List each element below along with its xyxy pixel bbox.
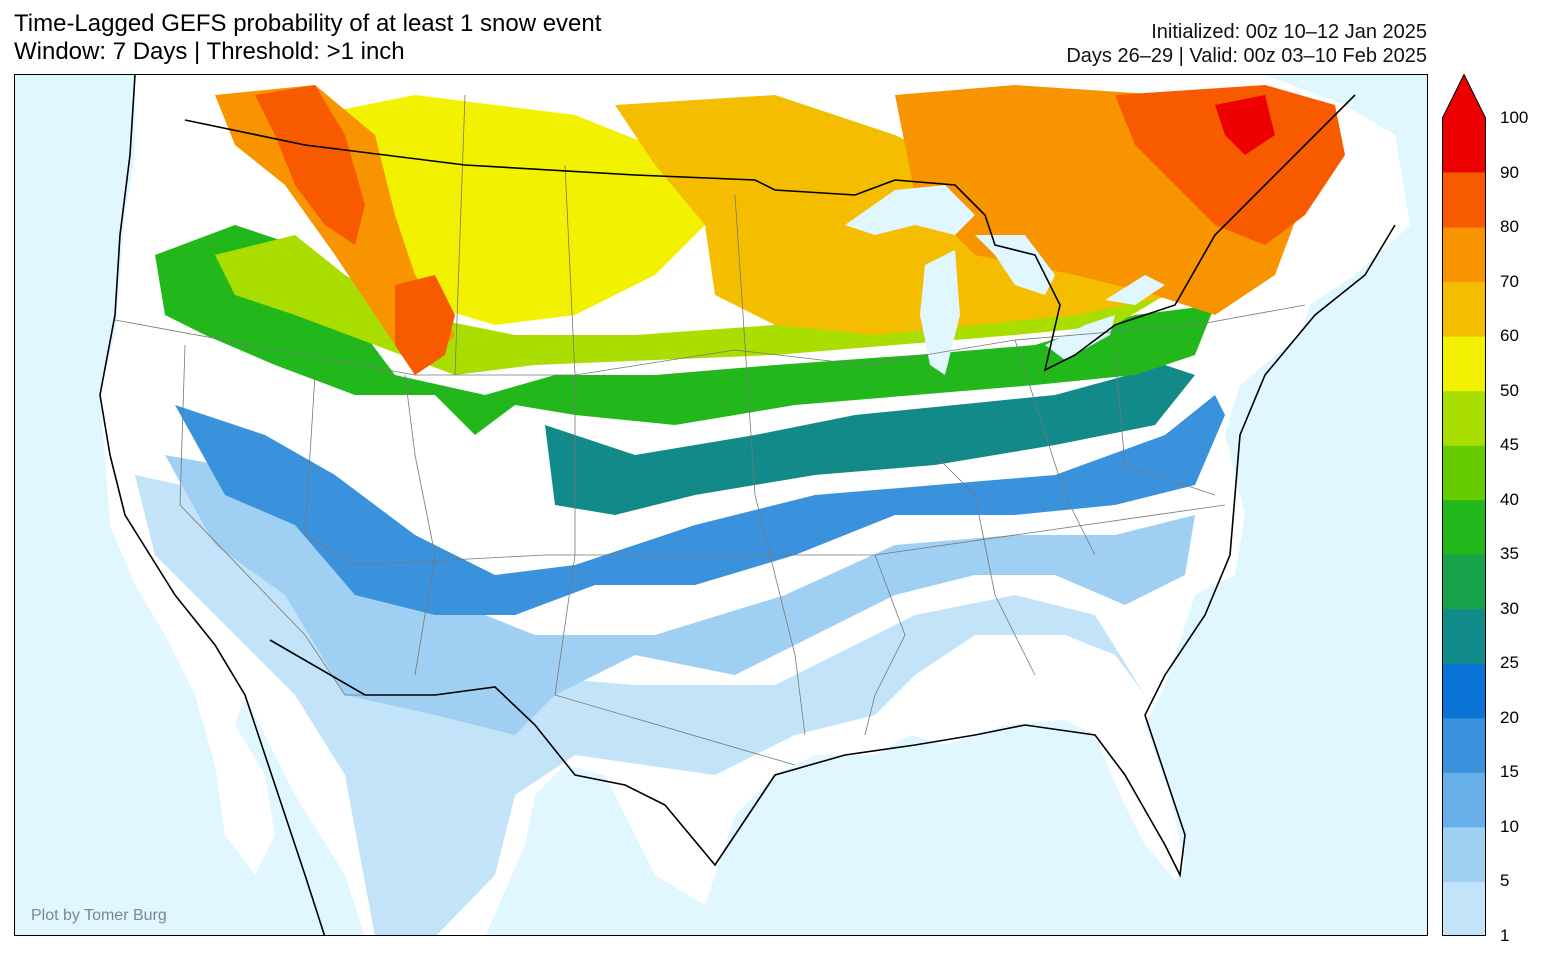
colorbar-segment <box>1442 281 1486 337</box>
colorbar-extend-arrow <box>1442 74 1486 173</box>
colorbar-tick-label: 35 <box>1500 544 1519 564</box>
plot-credit: Plot by Tomer Burg <box>31 907 167 924</box>
colorbar-segment <box>1442 663 1486 719</box>
colorbar-segment <box>1442 227 1486 283</box>
colorbar-segment <box>1442 772 1486 828</box>
colorbar-tick-label: 45 <box>1500 435 1519 455</box>
colorbar-segment <box>1442 554 1486 610</box>
state-lines <box>114 94 1306 766</box>
colorbar-segment <box>1442 172 1486 228</box>
colorbar-tick-label: 90 <box>1500 162 1519 182</box>
colorbar-tick-label: 15 <box>1500 762 1519 782</box>
colorbar-tick-label: 25 <box>1500 653 1519 673</box>
colorbar-outline <box>1442 74 1486 936</box>
colorbar-tick-label: 80 <box>1500 217 1519 237</box>
colorbar-tick-label: 40 <box>1500 489 1519 509</box>
colorbar-segment <box>1442 499 1486 555</box>
colorbar-segment <box>1442 445 1486 501</box>
colorbar-tick-label: 10 <box>1500 816 1519 836</box>
title-line-2: Window: 7 Days | Threshold: >1 inch <box>14 38 405 65</box>
colorbar-tick-label: 100 <box>1500 108 1529 127</box>
title-line-1: Time-Lagged GEFS probability of at least… <box>14 10 602 37</box>
colorbar-segment <box>1442 826 1486 882</box>
title-block: Time-Lagged GEFS probability of at least… <box>14 10 814 66</box>
colorbar-tick-label: 1 <box>1500 926 1510 945</box>
colorbar-segment <box>1442 336 1486 392</box>
colorbar-segment <box>1442 608 1486 664</box>
colorbar-segment <box>1442 717 1486 773</box>
colorbar-tick-label: 30 <box>1500 598 1519 618</box>
colorbar-tick-label: 50 <box>1500 380 1519 400</box>
colorbar-tick-label: 5 <box>1500 871 1510 891</box>
great-lakes <box>845 185 1165 375</box>
timing-block: Initialized: 00z 10–12 Jan 2025 Days 26–… <box>1066 20 1427 68</box>
valid-text: Days 26–29 | Valid: 00z 03–10 Feb 2025 <box>1066 45 1427 67</box>
colorbar <box>1442 74 1486 936</box>
initialized-text: Initialized: 00z 10–12 Jan 2025 <box>1151 21 1427 43</box>
colorbar-tick-label: 20 <box>1500 707 1519 727</box>
map-panel: Plot by Tomer Burg <box>14 74 1428 936</box>
colorbar-tick-label: 60 <box>1500 326 1519 346</box>
colorbar-tick-label: 70 <box>1500 271 1519 291</box>
probability-map <box>99 75 1410 935</box>
national-borders <box>99 75 1396 935</box>
colorbar-segment <box>1442 390 1486 446</box>
colorbar-segment <box>1442 881 1486 936</box>
